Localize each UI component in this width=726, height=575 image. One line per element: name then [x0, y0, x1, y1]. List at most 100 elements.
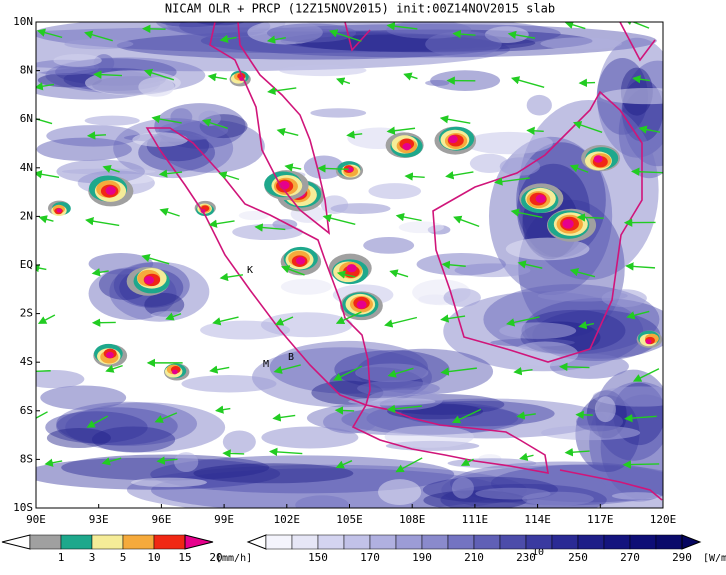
precip-cell	[172, 370, 178, 375]
colorbar-box	[30, 535, 61, 549]
precip-cell	[57, 208, 62, 212]
olr-streak	[281, 279, 332, 295]
y-tick-label: EQ	[20, 258, 33, 271]
colorbar-end	[248, 535, 266, 549]
colorbar-box	[123, 535, 154, 549]
wind-arrow	[336, 410, 354, 411]
colorbar-box	[448, 535, 474, 549]
colorbar-label: 190	[412, 551, 432, 564]
olr-streak	[85, 116, 140, 126]
colorbar-label: 10	[147, 551, 160, 564]
x-tick-label: 96E	[151, 513, 171, 526]
wind-arrow	[560, 367, 589, 368]
wind-arrow	[88, 135, 106, 136]
olr-cloud	[47, 428, 111, 448]
olr-streak	[40, 385, 126, 409]
olr-streak	[53, 54, 101, 67]
colorbar-box	[92, 535, 123, 549]
y-tick-label: 4S	[20, 355, 33, 368]
colorbar-label: 290	[672, 551, 692, 564]
olr-streak	[174, 452, 198, 472]
wind-arrow	[577, 415, 593, 416]
precip-cell	[402, 143, 411, 150]
colorbar-box	[61, 535, 92, 549]
olr-streak	[37, 138, 132, 161]
olr-streak	[500, 157, 540, 175]
colorbar-box	[370, 535, 396, 549]
olr-streak	[464, 132, 553, 154]
colorbar-box	[578, 535, 604, 549]
colorbar-box	[630, 535, 656, 549]
colorbar-box	[500, 535, 526, 549]
colorbar-label: 15	[178, 551, 191, 564]
x-tick-label: 90E	[26, 513, 46, 526]
olr-streak	[363, 237, 414, 254]
colorbar-box	[344, 535, 370, 549]
olr-streak	[602, 289, 647, 307]
olr-streak	[600, 88, 694, 104]
precip-cell	[536, 195, 546, 203]
place-label: B	[288, 352, 294, 363]
colorbar-label: 210	[464, 551, 484, 564]
colorbar-box	[656, 535, 682, 549]
colorbar-box	[604, 535, 630, 549]
precip-cell	[448, 135, 458, 143]
y-tick-label: 2N	[20, 209, 33, 222]
place-label: K	[247, 265, 253, 276]
x-tick-label: 102E	[274, 513, 301, 526]
wind-arrow	[580, 83, 595, 84]
x-tick-label: 105E	[336, 513, 363, 526]
colorbar-label: 1	[58, 551, 65, 564]
olr-streak	[540, 37, 621, 49]
colorbar-label: 150	[308, 551, 328, 564]
x-tick-label: 99E	[214, 513, 234, 526]
wind-arrow	[528, 130, 544, 131]
colorbar-end	[2, 535, 30, 549]
y-tick-label: 6S	[20, 404, 33, 417]
olr-streak	[131, 478, 207, 488]
colorbar-box	[266, 535, 292, 549]
colorbar-end	[185, 535, 213, 549]
olr-streak	[399, 221, 444, 233]
olr-streak	[443, 288, 480, 307]
colorbar-label: 3	[89, 551, 96, 564]
olr-cloud	[193, 463, 353, 483]
olr-streak	[595, 396, 616, 422]
colorbar-box	[318, 535, 344, 549]
precip-cell	[594, 155, 603, 162]
olr-streak	[368, 183, 421, 199]
x-tick-label: 93E	[89, 513, 109, 526]
colorbar-end	[682, 535, 700, 549]
olr-streak	[64, 39, 133, 49]
olr-streak	[417, 253, 506, 275]
precip-cell	[296, 257, 305, 265]
x-tick-label: 108E	[399, 513, 426, 526]
wind-arrow	[624, 464, 659, 465]
x-tick-label: 114E	[524, 513, 551, 526]
x-tick-label: 117E	[587, 513, 614, 526]
olr-streak	[378, 479, 421, 505]
colorbar-box	[154, 535, 185, 549]
precip-cell	[144, 276, 154, 284]
olr-streak	[223, 430, 256, 453]
precip-cell	[347, 264, 357, 272]
y-tick-label: 4N	[20, 161, 33, 174]
precip-cell	[105, 186, 115, 195]
y-tick-label: 8N	[20, 64, 33, 77]
colorbar-label: 170	[360, 551, 380, 564]
precip-cell	[562, 219, 573, 228]
x-tick-label: 111E	[462, 513, 489, 526]
wind-arrow	[224, 453, 244, 454]
precip-cell	[106, 352, 114, 359]
olr-streak	[452, 477, 474, 498]
olr-streak	[295, 495, 349, 514]
x-tick-label: 120E	[650, 513, 677, 526]
colorbar-unit: [mm/h]	[216, 553, 252, 564]
place-label: M	[263, 359, 269, 370]
olr-streak	[267, 23, 356, 42]
precip-cell	[646, 339, 652, 344]
y-tick-label: 6N	[20, 112, 33, 125]
wind-arrow	[27, 371, 51, 372]
